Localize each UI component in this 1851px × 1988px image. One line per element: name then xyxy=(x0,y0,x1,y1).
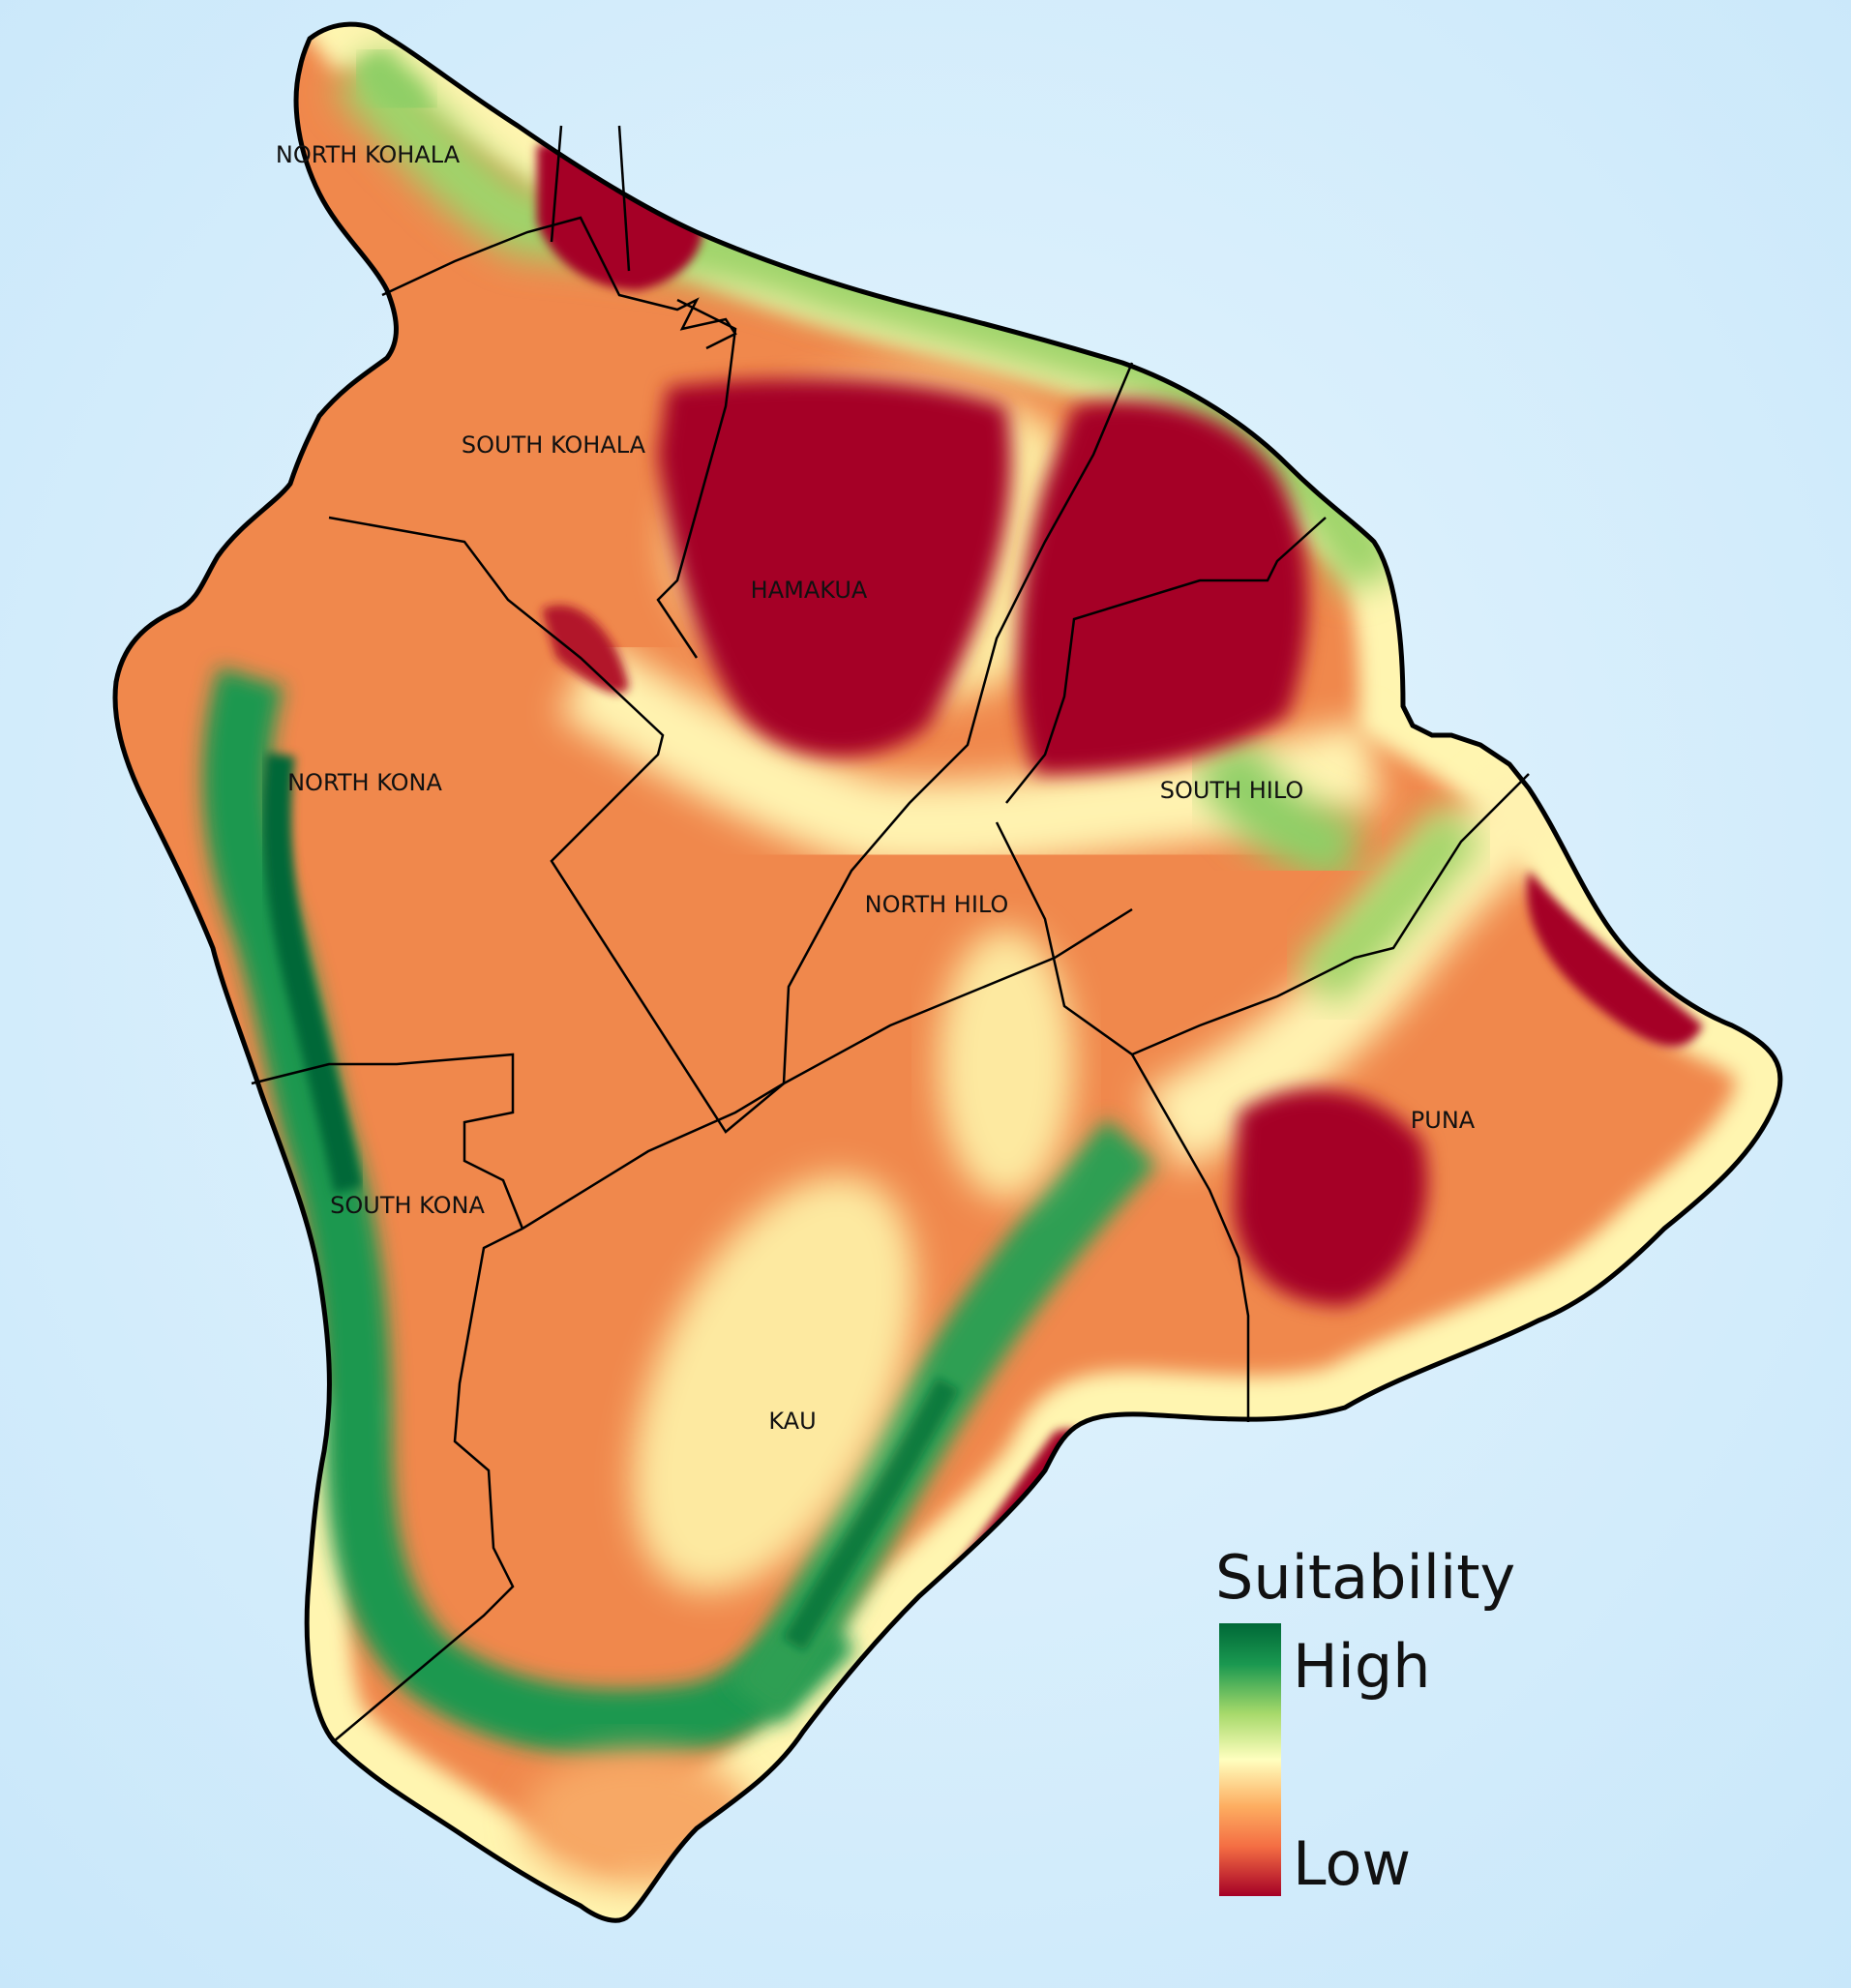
legend: Suitability High Low xyxy=(1215,1542,1515,1899)
legend-low-label: Low xyxy=(1293,1828,1411,1899)
district-label-north-kohala: NORTH KOHALA xyxy=(276,141,461,168)
legend-color-ramp xyxy=(1219,1623,1281,1896)
district-label-hamakua: HAMAKUA xyxy=(751,577,868,604)
district-label-north-kona: NORTH KONA xyxy=(287,769,442,796)
district-label-kau: KAU xyxy=(768,1408,816,1435)
district-label-south-kona: SOUTH KONA xyxy=(330,1192,485,1219)
district-label-south-hilo: SOUTH HILO xyxy=(1160,777,1304,804)
district-label-north-hilo: NORTH HILO xyxy=(865,891,1009,918)
legend-title: Suitability xyxy=(1215,1542,1515,1613)
district-label-south-kohala: SOUTH KOHALA xyxy=(462,431,646,459)
legend-high-label: High xyxy=(1293,1631,1431,1702)
district-boundaries xyxy=(251,125,1530,1742)
district-label-puna: PUNA xyxy=(1411,1107,1476,1134)
